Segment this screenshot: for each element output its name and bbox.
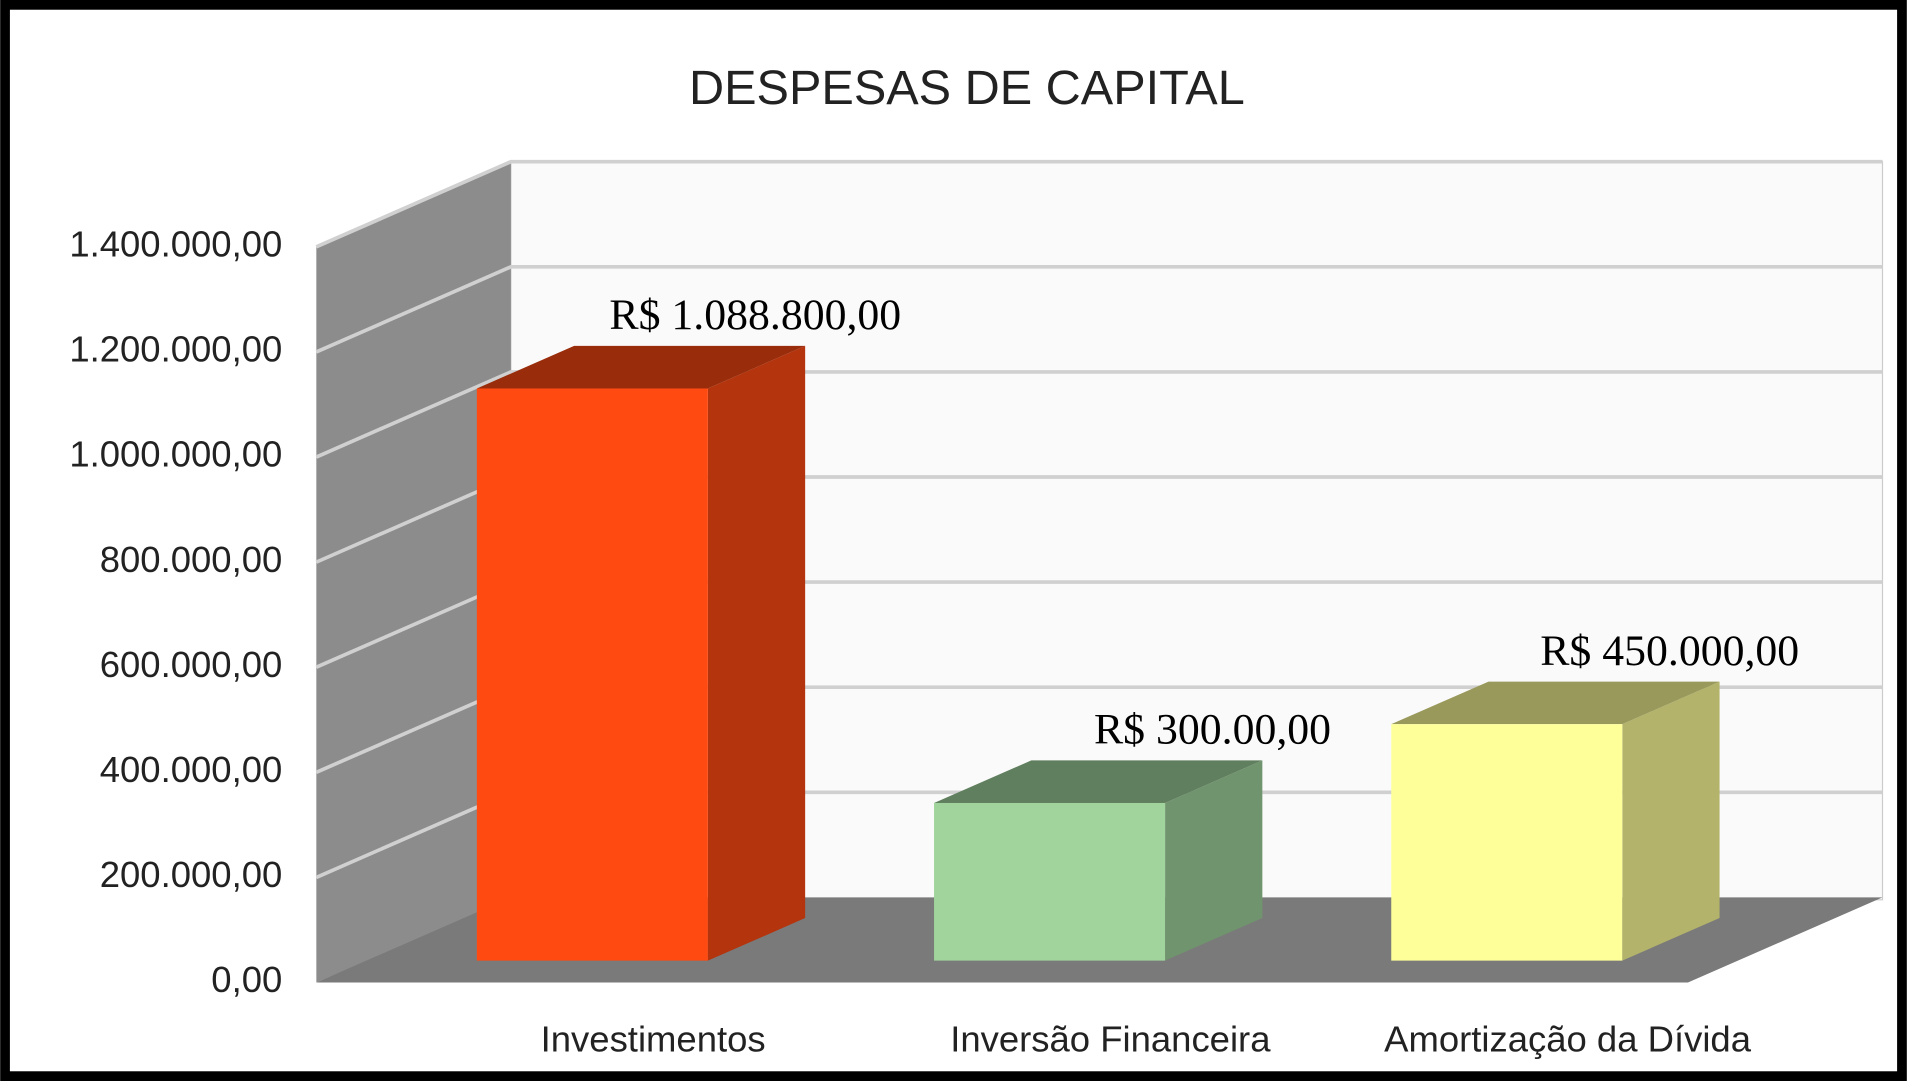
bar xyxy=(1391,724,1623,961)
bar-top xyxy=(934,760,1263,803)
value-label: R$ 300.00,00 xyxy=(1094,706,1331,754)
bar-side xyxy=(1165,760,1263,961)
bar xyxy=(934,802,1166,961)
value-label: R$ 450.000,00 xyxy=(1540,627,1799,675)
value-label: R$ 1.088.800,00 xyxy=(609,291,901,339)
bar-top xyxy=(1391,681,1720,725)
bar-side xyxy=(707,345,806,961)
bar xyxy=(476,388,708,961)
chart-title: DESPESAS DE CAPITAL xyxy=(689,61,1245,115)
y-tick-label: 600.000,00 xyxy=(100,644,283,685)
y-tick-label: 200.000,00 xyxy=(100,854,283,895)
y-tick-label: 0,00 xyxy=(211,959,282,1000)
x-tick-label: Inversão Financeira xyxy=(950,1019,1271,1060)
x-tick-label: Investimentos xyxy=(541,1019,766,1060)
grid-line xyxy=(315,370,1883,459)
y-tick-label: 1.400.000,00 xyxy=(69,223,282,264)
grid-line xyxy=(315,159,1883,249)
y-tick-label: 800.000,00 xyxy=(100,539,283,580)
bar-side xyxy=(1622,681,1720,961)
y-tick-label: 400.000,00 xyxy=(100,749,283,790)
bar-top xyxy=(476,345,806,389)
x-tick-label: Amortização da Dívida xyxy=(1384,1019,1752,1060)
grid-line xyxy=(315,264,1883,354)
side-wall xyxy=(316,161,511,983)
y-tick-label: 1.200.000,00 xyxy=(69,329,282,370)
y-tick-label: 1.000.000,00 xyxy=(69,434,282,475)
